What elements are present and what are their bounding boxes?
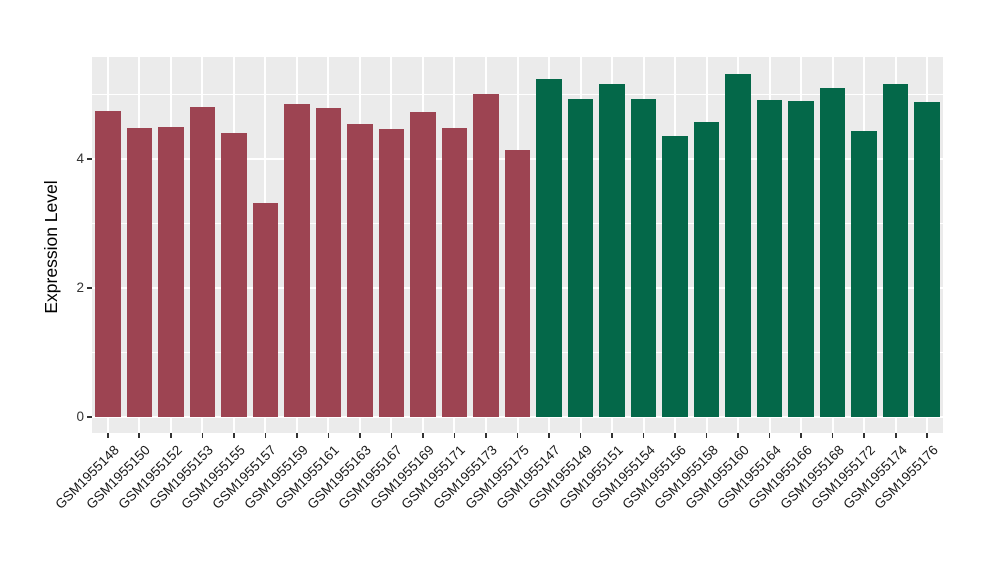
y-axis-tick: [87, 287, 92, 289]
x-axis-tick: [863, 433, 865, 438]
bar: [221, 132, 247, 417]
x-axis-tick: [453, 433, 456, 438]
bar: [441, 128, 468, 417]
bar: [189, 106, 216, 417]
x-axis-tick: [705, 433, 708, 438]
bar: [126, 128, 153, 417]
bar: [788, 100, 814, 417]
x-axis-tick: [169, 433, 172, 438]
bar: [851, 130, 877, 417]
y-axis-tick-label: 0: [76, 409, 84, 424]
x-axis-tick: [106, 433, 109, 438]
x-axis-tick: [674, 433, 676, 438]
y-axis-tick: [87, 416, 92, 418]
bar: [882, 83, 909, 417]
x-axis-tick: [390, 433, 393, 438]
bar: [819, 88, 846, 417]
x-axis-tick: [264, 433, 267, 438]
x-axis-tick: [768, 433, 771, 438]
y-axis-title: Expression Level: [41, 180, 61, 314]
bar: [252, 202, 279, 417]
bar: [347, 124, 373, 417]
bar: [536, 79, 562, 417]
y-axis-tick-label: 4: [76, 151, 84, 166]
x-axis-tick: [642, 433, 645, 438]
bar: [756, 100, 783, 417]
y-axis-tick: [87, 158, 92, 160]
bar: [662, 136, 688, 417]
bar: [693, 121, 720, 417]
x-axis-tick: [233, 433, 235, 438]
bar: [158, 126, 184, 417]
bar: [504, 149, 531, 417]
x-axis-tick: [327, 433, 330, 438]
bar: [914, 102, 940, 417]
x-axis-tick: [894, 433, 897, 438]
bar: [630, 99, 657, 417]
x-axis-tick: [485, 433, 487, 438]
x-axis-tick: [737, 433, 739, 438]
plot-panel: [92, 57, 943, 433]
bar: [315, 108, 342, 417]
x-axis-tick: [831, 433, 834, 438]
x-axis-tick: [548, 433, 550, 438]
y-axis-tick-label: 2: [76, 280, 84, 295]
bar: [95, 111, 121, 417]
x-axis-tick: [296, 433, 298, 438]
bar: [473, 93, 499, 417]
x-axis-tick: [201, 433, 204, 438]
x-axis-tick: [579, 433, 582, 438]
x-axis-tick: [516, 433, 519, 438]
x-axis-tick: [138, 433, 141, 438]
x-axis-tick: [422, 433, 424, 438]
x-axis-tick: [611, 433, 613, 438]
bar: [378, 129, 405, 417]
x-axis-tick: [800, 433, 802, 438]
x-axis-tick: [926, 433, 929, 438]
x-axis-tick: [359, 433, 361, 438]
bar: [599, 84, 625, 417]
bar: [284, 104, 310, 417]
bar: [725, 73, 751, 417]
bar: [567, 99, 594, 417]
bar: [410, 111, 436, 417]
